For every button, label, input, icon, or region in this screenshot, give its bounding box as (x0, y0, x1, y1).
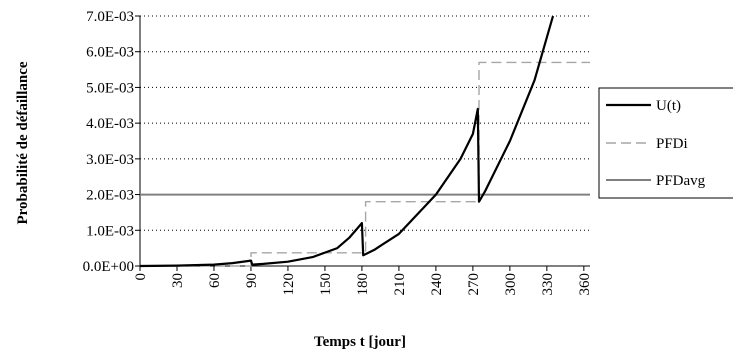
y-axis-title: Probabilité de défaillance (15, 61, 31, 224)
x-tick-label: 30 (170, 273, 186, 288)
y-tick-label: 5.0E-03 (86, 80, 134, 96)
grid-lines (140, 15, 590, 231)
x-tick-label: 120 (281, 273, 297, 296)
y-tick-label: 1.0E-03 (86, 223, 134, 239)
x-tick-labels: 0 30 60 90 120 150 180 210 240 270 300 330 360 (133, 266, 593, 296)
x-tick-label: 210 (392, 273, 408, 296)
x-tick-label: 90 (244, 273, 260, 288)
x-tick-label: 0 (133, 273, 149, 281)
legend-label-pfdi: PFDi (656, 136, 688, 152)
y-tick-label: 0.0E+00 (83, 259, 134, 275)
x-axis-title: Temps t [jour] (314, 334, 406, 350)
legend: U(t) PFDi PFDavg (598, 87, 733, 199)
x-tick-label: 60 (207, 273, 223, 288)
legend-label-pfdavg: PFDavg (656, 173, 706, 189)
series-line (140, 61, 590, 267)
y-tick-labels: 0.0E+00 1.0E-03 2.0E-03 3.0E-03 4.0E-03 5.0E-… (83, 9, 140, 275)
y-tick-label: 3.0E-03 (86, 152, 134, 168)
y-tick-label: 4.0E-03 (86, 116, 134, 132)
x-tick-label: 240 (429, 273, 445, 296)
y-tick-label: 7.0E-03 (86, 9, 134, 25)
x-tick-label: 270 (466, 273, 482, 296)
series-line (139, 15, 555, 268)
y-tick-label: 6.0E-03 (86, 45, 134, 61)
x-tick-label: 180 (355, 273, 371, 296)
x-tick-label: 360 (577, 273, 593, 296)
x-tick-label: 300 (503, 273, 519, 296)
x-tick-label: 150 (318, 273, 334, 296)
legend-label-u: U(t) (656, 98, 681, 114)
y-tick-label: 2.0E-03 (86, 188, 134, 204)
series-lines (139, 15, 590, 268)
x-tick-label: 330 (540, 273, 556, 296)
